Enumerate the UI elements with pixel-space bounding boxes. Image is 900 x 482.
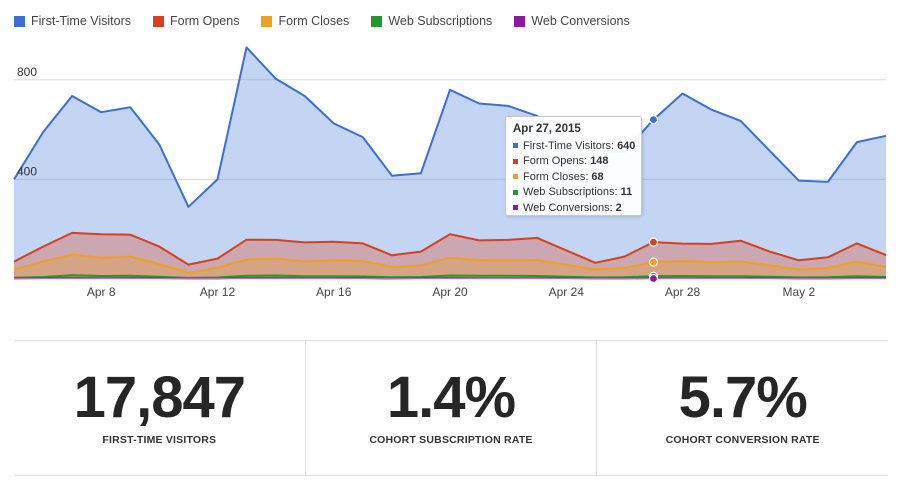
line-web-subscriptions[interactable] bbox=[13, 274, 887, 279]
point-form-closes[interactable] bbox=[648, 257, 659, 267]
legend-swatch bbox=[514, 15, 526, 27]
legend-label: Web Subscriptions bbox=[388, 14, 493, 28]
tooltip-label: Form Opens: bbox=[523, 155, 588, 168]
area-form-closes bbox=[14, 254, 886, 279]
y-tick-label-400: 400 bbox=[17, 164, 37, 178]
tooltip-value: 148 bbox=[590, 155, 609, 168]
chart-tooltip: Apr 27, 2015 First-Time Visitors: 640 Form… bbox=[505, 116, 642, 216]
legend-item-first-time-visitors[interactable]: First-Time Visitors bbox=[14, 14, 131, 28]
y-tick-label-800: 800 bbox=[17, 65, 37, 79]
legend-label: First-Time Visitors bbox=[31, 14, 131, 28]
stat-label: FIRST-TIME VISITORS bbox=[102, 434, 217, 446]
point-form-opens[interactable] bbox=[648, 237, 659, 247]
tooltip-row: Web Conversions: 2 bbox=[513, 200, 641, 216]
x-tick-label-apr-24: Apr 24 bbox=[549, 285, 585, 299]
tooltip-label: First-Time Visitors: bbox=[523, 139, 615, 152]
legend-label: Form Closes bbox=[278, 14, 350, 28]
tooltip-swatch bbox=[513, 205, 518, 211]
area-first-time-visitors bbox=[14, 47, 886, 280]
stat-value: 17,847 bbox=[73, 365, 246, 430]
tooltip-swatch bbox=[513, 189, 518, 195]
stats-panel: 17,847 FIRST-TIME VISITORS 1.4% COHORT S… bbox=[14, 340, 888, 476]
tooltip-row: Form Closes: 68 bbox=[513, 169, 641, 185]
area-form-opens bbox=[14, 232, 886, 279]
tooltip-label: Web Subscriptions: bbox=[523, 186, 618, 199]
legend-swatch bbox=[153, 15, 164, 27]
x-tick-label-apr-12: Apr 12 bbox=[200, 285, 236, 299]
legend-swatch bbox=[261, 15, 273, 27]
line-form-closes[interactable] bbox=[13, 253, 887, 274]
stat-subscription-rate: 1.4% COHORT SUBSCRIPTION RATE bbox=[304, 341, 597, 475]
tooltip-swatch bbox=[513, 158, 518, 164]
tooltip-value: 640 bbox=[617, 139, 636, 152]
legend-label: Form Opens bbox=[170, 14, 240, 28]
x-tick-label-apr-8: Apr 8 bbox=[87, 285, 116, 299]
tooltip-row: Web Subscriptions: 11 bbox=[513, 185, 641, 201]
legend-item-form-closes[interactable]: Form Closes bbox=[261, 14, 349, 28]
stat-value: 1.4% bbox=[386, 365, 516, 430]
tooltip-swatch bbox=[513, 174, 518, 180]
stat-value: 5.7% bbox=[678, 365, 808, 430]
tooltip-value: 68 bbox=[591, 170, 604, 183]
x-tick-label-apr-16: Apr 16 bbox=[316, 285, 352, 299]
tooltip-label: Form Closes: bbox=[523, 170, 589, 183]
stat-label: COHORT CONVERSION RATE bbox=[665, 434, 820, 446]
tooltip-rows: First-Time Visitors: 640 Form Opens: 148 For… bbox=[513, 138, 641, 216]
tooltip-value: 11 bbox=[620, 186, 633, 199]
line-first-time-visitors[interactable] bbox=[13, 46, 887, 208]
stat-label: COHORT SUBSCRIPTION RATE bbox=[369, 434, 533, 446]
legend-swatch bbox=[14, 15, 25, 27]
chart-legend: First-Time Visitors Form Opens Form Closes… bbox=[14, 11, 652, 31]
legend-swatch bbox=[371, 15, 383, 27]
tooltip-swatch bbox=[513, 143, 518, 149]
x-tick-label-apr-20: Apr 20 bbox=[432, 285, 468, 299]
area-chart[interactable]: 400 800 Apr 8 Apr 12 Apr 16 Apr 20 Apr 24 Apr 2… bbox=[0, 30, 900, 310]
line-form-opens[interactable] bbox=[13, 231, 887, 266]
point-web-conversions[interactable] bbox=[648, 273, 659, 284]
legend-item-web-subscriptions[interactable]: Web Subscriptions bbox=[371, 14, 492, 28]
tooltip-row: First-Time Visitors: 640 bbox=[513, 138, 641, 154]
legend-item-web-conversions[interactable]: Web Conversions bbox=[514, 14, 630, 28]
legend-label: Web Conversions bbox=[531, 14, 630, 28]
stat-conversion-rate: 5.7% COHORT CONVERSION RATE bbox=[596, 341, 888, 475]
tooltip-row: Form Opens: 148 bbox=[513, 154, 641, 170]
point-first-time-visitors[interactable] bbox=[648, 115, 659, 125]
legend-item-form-opens[interactable]: Form Opens bbox=[153, 14, 239, 28]
tooltip-label: Web Conversions: bbox=[523, 201, 613, 214]
tooltip-date: Apr 27, 2015 bbox=[513, 123, 581, 135]
x-tick-label-may-2: May 2 bbox=[782, 285, 815, 299]
stat-first-time-visitors: 17,847 FIRST-TIME VISITORS bbox=[14, 341, 305, 475]
tooltip-value: 2 bbox=[615, 201, 622, 214]
x-tick-label-apr-28: Apr 28 bbox=[665, 285, 701, 299]
